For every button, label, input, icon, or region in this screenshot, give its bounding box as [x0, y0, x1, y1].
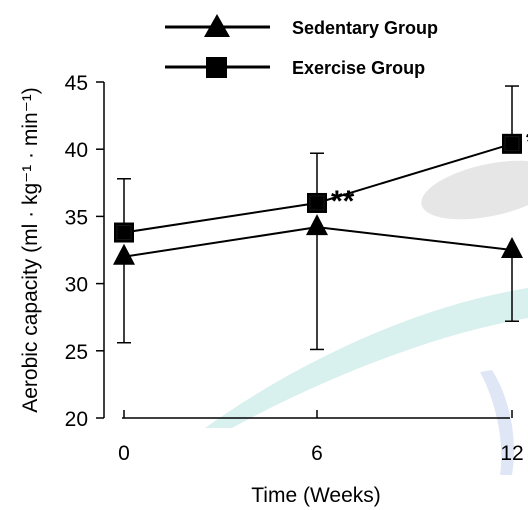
significance-marker: **: [331, 185, 355, 218]
legend-item-exercise: Exercise Group: [165, 57, 425, 78]
x-ticks: 0 6 12: [118, 410, 524, 465]
x-tick-label: 12: [500, 442, 523, 465]
legend-square-marker: [206, 57, 227, 78]
x-tick-label: 6: [311, 442, 323, 465]
legend-triangle-marker: [204, 14, 230, 37]
legend-item-sedentary: Sedentary Group: [165, 14, 438, 38]
y-axis-title: Aerobic capacity (ml · kg⁻¹ · min⁻¹): [19, 87, 42, 413]
exercise-point-highlight: [116, 225, 132, 240]
y-tick-label: 40: [65, 139, 88, 162]
axes: 20 25 30 35 40 45 0 6 12 Time (Weeks) Aerobic c…: [19, 72, 524, 507]
y-tick-label: 45: [65, 72, 88, 95]
watermark-grey-oval: [421, 160, 528, 220]
sedentary-point: [113, 243, 135, 265]
sedentary-point: [501, 237, 523, 258]
significance-annotations: ***: [331, 126, 528, 218]
significance-marker: *: [526, 126, 528, 159]
exercise-point-highlight: [504, 136, 520, 152]
legend-sedentary-label: Sedentary Group: [292, 18, 438, 38]
x-tick-label: 0: [118, 442, 130, 465]
legend: Sedentary Group Exercise Group: [165, 14, 438, 78]
exercise-point: [307, 192, 327, 213]
y-ticks: 20 25 30 35 40 45: [65, 72, 104, 431]
watermark-teal-swoosh: [205, 288, 528, 428]
y-tick-label: 20: [65, 408, 88, 431]
exercise-point-highlight: [309, 195, 325, 211]
y-tick-label: 30: [65, 274, 88, 297]
exercise-point: [502, 133, 522, 154]
watermark: [205, 160, 528, 475]
watermark-blue-swoosh: [480, 370, 514, 475]
y-tick-label: 35: [65, 206, 88, 229]
sedentary-point: [306, 214, 328, 236]
x-axis-title: Time (Weeks): [251, 484, 381, 507]
markers: [113, 133, 523, 265]
y-tick-label: 25: [65, 341, 88, 364]
exercise-point: [114, 222, 134, 243]
legend-exercise-label: Exercise Group: [292, 58, 425, 78]
